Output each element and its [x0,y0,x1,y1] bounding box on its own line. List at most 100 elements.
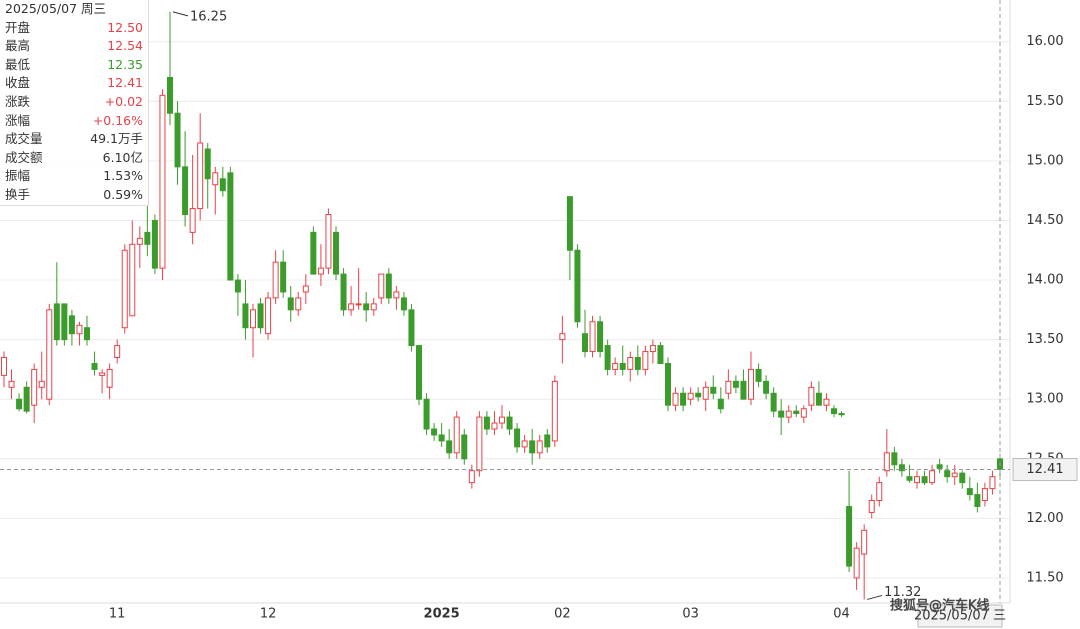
candle-body [129,243,136,317]
candle-body [574,249,581,323]
candle-body [499,416,505,424]
candle-body [431,428,438,436]
candle-body [853,547,860,579]
info-date: 2025/05/07 周三 [0,0,148,19]
info-row: 成交额 6.10亿 [0,149,148,168]
candle-body [340,273,347,311]
candle-body [981,488,988,502]
candle-body [846,505,853,567]
candle-body [68,315,75,335]
candle-body [53,303,60,341]
info-label: 振幅 [5,168,31,184]
candle-body [348,303,355,311]
annotation-arrow [172,11,189,17]
info-row: 换手 0.59% [0,186,148,205]
candle-body [287,297,294,311]
candle-body [725,380,732,394]
y-tick-label: 13.50 [1026,332,1063,347]
y-tick-label: 13.00 [1026,392,1063,407]
candle-body [446,440,453,454]
info-row: 最低 12.35 [0,56,148,75]
info-row: 涨跌 +0.02 [0,93,148,112]
crosshair-date: 2025/05/07 三 [914,609,1006,624]
candle-body [951,472,958,478]
candle-body [468,470,475,484]
info-value: 12.50 [107,19,143,35]
info-value: 0.59% [103,186,143,202]
candle-body [695,392,702,398]
candle-body [740,380,747,400]
candle-body [476,416,483,472]
candle-body [604,345,611,370]
candle-body [91,362,98,370]
candle-body [634,357,641,370]
watermark: 搜狐号@汽车K线 [890,598,990,614]
candle-body [589,321,596,353]
info-value: 12.54 [107,38,143,54]
candle-body [649,345,656,353]
info-label: 最低 [5,56,31,72]
candle-body [687,392,694,400]
info-row: 收盘 12.41 [0,74,148,93]
info-value: 49.1万手 [90,131,143,147]
candle-body [182,166,189,216]
last-price-label: 12.41 [1026,462,1063,477]
x-tick-label: 04 [833,607,850,622]
candle-body [378,273,385,299]
y-tick-label: 15.00 [1026,153,1063,168]
candle-body [272,261,279,299]
info-row: 振幅 1.53% [0,167,148,186]
candle-body [883,452,890,472]
candle-body [317,267,324,275]
candle-body [483,416,490,430]
info-label: 成交额 [5,149,43,165]
candle-body [717,398,724,410]
candle-body [174,112,181,168]
price-box [1012,458,1078,482]
candle-body [544,434,551,448]
info-value: 12.41 [107,75,143,91]
candle-body [385,273,392,299]
candle-body [393,291,400,299]
candle-body [212,172,219,186]
candle-body [106,368,113,388]
info-row: 涨幅 +0.16% [0,112,148,131]
date: 2025/05/07 周三 [5,1,107,16]
info-label: 换手 [5,186,31,202]
candle-body [529,440,536,454]
info-value: +0.02 [104,93,143,109]
candle-body [868,500,875,513]
candle-body [310,231,317,275]
candle-body [597,321,604,353]
candle-body [748,368,754,400]
candle-body [582,333,588,353]
candle-body [785,410,792,418]
info-label: 收盘 [5,75,31,91]
candle-body [831,408,837,415]
candle-body [514,428,521,448]
candle-body [242,303,249,329]
x-tick-label: 11 [109,607,126,622]
info-panel: 2025/05/07 周三 开盘 12.50 最高 12.54 最低 12.35 收盘 12.… [0,0,149,206]
candle-body [838,413,845,416]
candle-body [710,386,717,394]
candle-body [23,386,30,412]
info-label: 涨幅 [5,112,31,128]
candle-body [770,392,777,412]
candle-body [944,470,951,478]
candle-body [861,529,868,555]
candle-body [280,261,287,293]
candle-body [370,303,377,311]
y-tick-label: 14.00 [1026,273,1063,288]
candle-body [265,297,272,335]
candle-body [31,368,38,406]
candle-body [732,380,739,388]
candle-body [159,94,166,269]
candle-body [619,362,626,370]
candle-body [423,398,430,430]
candle-body [204,148,211,180]
candle-body [551,380,558,442]
info-value: 12.35 [107,56,143,72]
info-value: 6.10亿 [102,149,143,165]
